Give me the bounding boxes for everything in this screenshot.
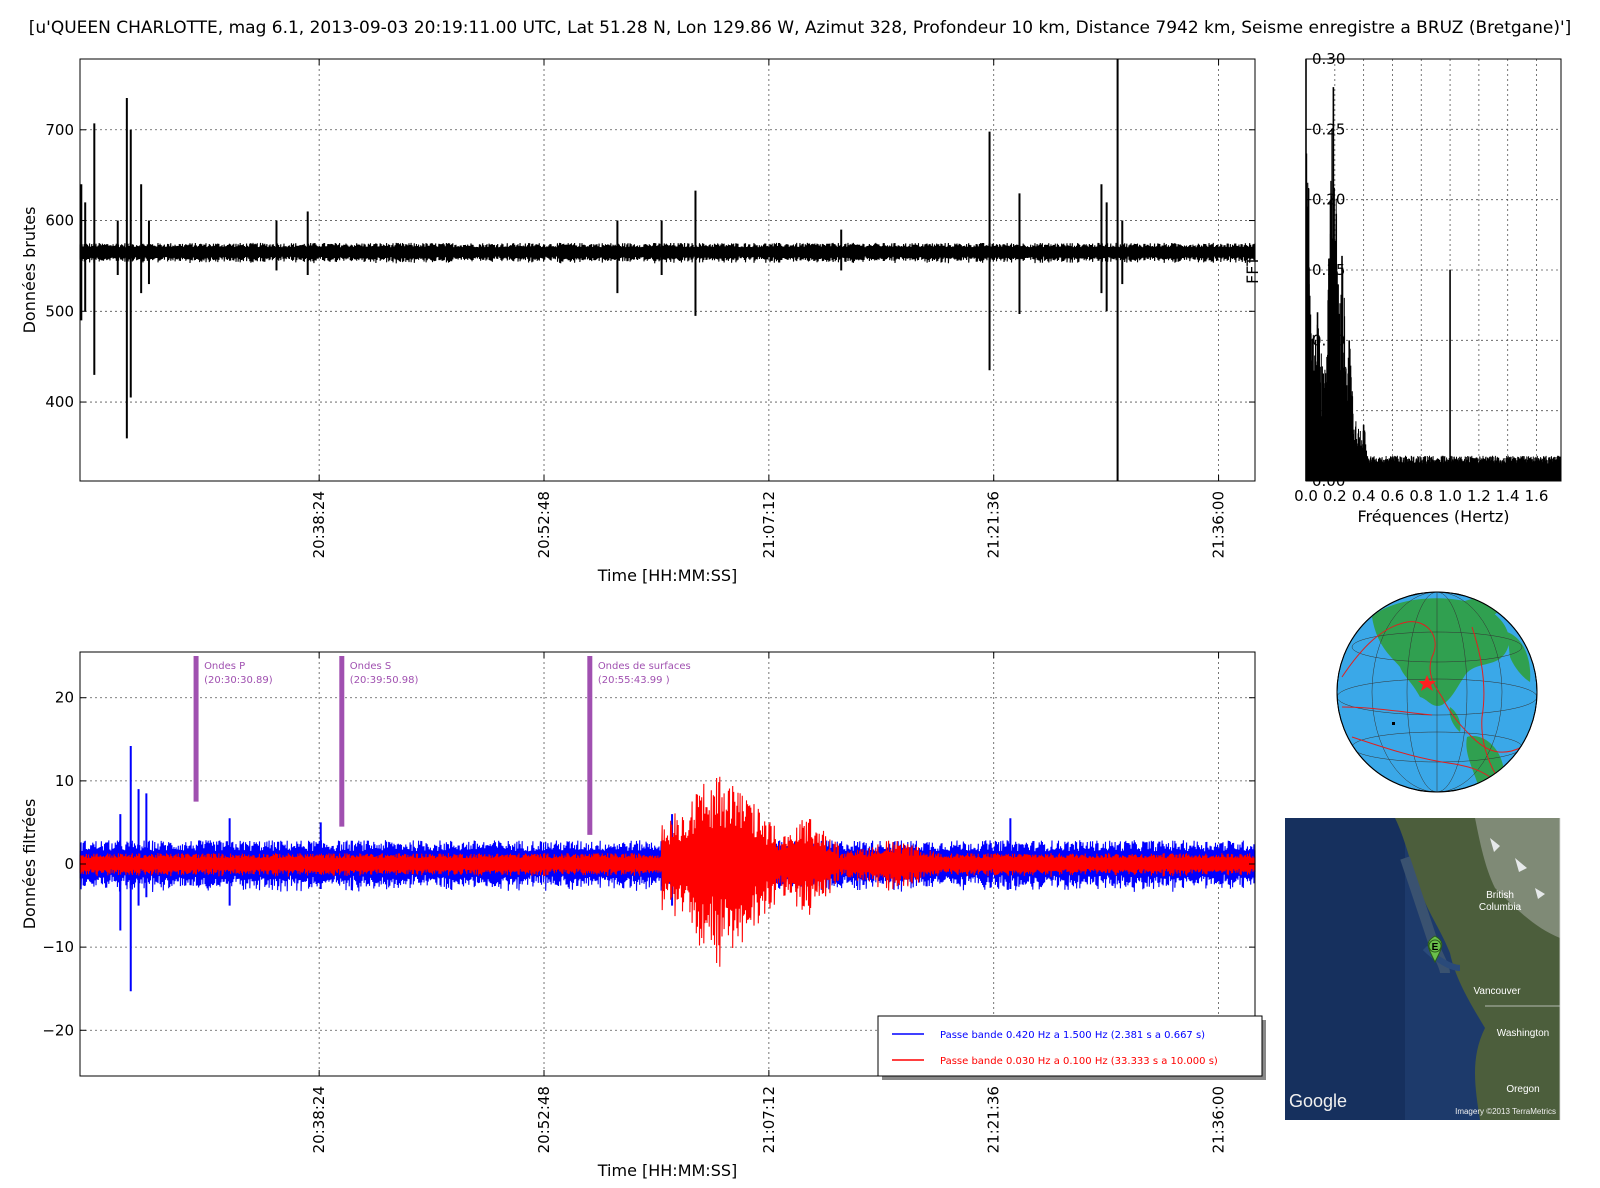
- y-tick-label: −10: [42, 938, 74, 956]
- map-label-washington: Washington: [1497, 1028, 1549, 1039]
- y-tick-label: 0.05: [1312, 402, 1345, 420]
- y-tick-label: 400: [45, 393, 74, 411]
- globe-map: [1336, 591, 1538, 793]
- phase-label: Ondes P: [204, 661, 245, 672]
- phase-label: Ondes de surfaces: [598, 661, 691, 672]
- phase-label: Ondes S: [350, 661, 391, 672]
- x-tick-label: 20:52:48: [535, 1086, 553, 1153]
- legend-entry: Passe bande 0.030 Hz a 0.100 Hz (33.333 …: [940, 1056, 1218, 1067]
- x-tick-label: 0.8: [1409, 487, 1433, 505]
- y-tick-label: 700: [45, 121, 74, 139]
- fft-line: [1305, 126, 1562, 481]
- x-tick-label: 20:38:24: [310, 1086, 328, 1153]
- x-tick-label: 21:36:00: [1210, 1086, 1228, 1153]
- legend-entry: Passe bande 0.420 Hz a 1.500 Hz (2.381 s…: [940, 1030, 1205, 1041]
- y-tick-label: 0.20: [1312, 191, 1345, 209]
- y-tick-label: 500: [45, 302, 74, 320]
- x-tick-label: 21:36:00: [1210, 491, 1228, 558]
- fft-chart: 0.0 0.2 0.4 0.6 0.8 1.0 1.2 1.4 1.6 0.00 0.05 0.10 0…: [1243, 50, 1562, 526]
- map-label-google: Google: [1289, 1091, 1347, 1111]
- raw-data-chart: 20:38:24 20:52:48 21:07:12 21:21:36 21:36:00…: [20, 58, 1256, 585]
- y-axis-label: Données filtrées: [20, 799, 39, 930]
- map-label-bc1: British: [1486, 890, 1514, 901]
- y-tick-label: 20: [55, 689, 74, 707]
- y-tick-label: 0.10: [1312, 331, 1345, 349]
- map-label-bc2: Columbia: [1479, 902, 1522, 913]
- y-tick-label: 0.15: [1312, 261, 1345, 279]
- x-tick-label: 0.4: [1352, 487, 1376, 505]
- map-label-marker-text: E: [1432, 942, 1439, 953]
- x-tick-label: 0.2: [1323, 487, 1347, 505]
- plot-frame: [79, 58, 1256, 482]
- series-1: [79, 776, 1256, 967]
- y-axis-label: FFT: [1243, 256, 1262, 284]
- map-label-vancouver: Vancouver: [1473, 986, 1521, 997]
- x-tick-label: 0.6: [1381, 487, 1405, 505]
- y-axis-label: Données brutes: [20, 207, 39, 334]
- x-tick-label: 21:07:12: [760, 491, 778, 558]
- x-tick-label: 1.2: [1467, 487, 1491, 505]
- y-tick-label: 600: [45, 212, 74, 230]
- legend-box: [877, 1015, 1263, 1077]
- x-tick-label: 21:21:36: [985, 491, 1003, 558]
- x-tick-label: 1.6: [1525, 487, 1549, 505]
- y-tick-label: 0: [64, 855, 74, 873]
- page-title: [u'QUEEN CHARLOTTE, mag 6.1, 2013-09-03 …: [28, 18, 1572, 38]
- x-axis-label: Time [HH:MM:SS]: [597, 1161, 738, 1180]
- x-tick-label: 21:07:12: [760, 1086, 778, 1153]
- phase-time: (20:30:30.89): [204, 675, 273, 686]
- x-tick-label: 20:52:48: [535, 491, 553, 558]
- y-tick-label: 0.00: [1312, 472, 1345, 490]
- satellite-map: E British Columbia Vancouver Washington …: [1285, 818, 1561, 1120]
- x-tick-label: 0.0: [1294, 487, 1318, 505]
- y-tick-label: 0.30: [1312, 50, 1345, 68]
- x-tick-label: 1.0: [1438, 487, 1462, 505]
- series-line: [79, 776, 1256, 967]
- y-tick-label: −20: [42, 1021, 74, 1039]
- x-axis-label: Fréquences (Hertz): [1357, 507, 1509, 526]
- phase-time: (20:39:50.98): [350, 675, 419, 686]
- x-axis-label: Time [HH:MM:SS]: [597, 566, 738, 585]
- y-tick-label: 0.25: [1312, 120, 1345, 138]
- x-tick-label: 20:38:24: [310, 491, 328, 558]
- x-tick-label: 1.4: [1496, 487, 1520, 505]
- event-marker-icon: E: [1427, 935, 1443, 964]
- filtered-data-chart: 20:38:24 20:52:48 21:07:12 21:21:36 21:36:00…: [20, 651, 1266, 1180]
- legend: Passe bande 0.420 Hz a 1.500 Hz (2.381 s…: [877, 1015, 1266, 1080]
- y-tick-label: 10: [55, 772, 74, 790]
- phase-time: (20:55:43.99 ): [598, 675, 670, 686]
- x-tick-label: 21:21:36: [985, 1086, 1003, 1153]
- map-label-credit: Imagery ©2013 TerraMetrics: [1455, 1107, 1556, 1116]
- map-label-oregon: Oregon: [1506, 1084, 1539, 1095]
